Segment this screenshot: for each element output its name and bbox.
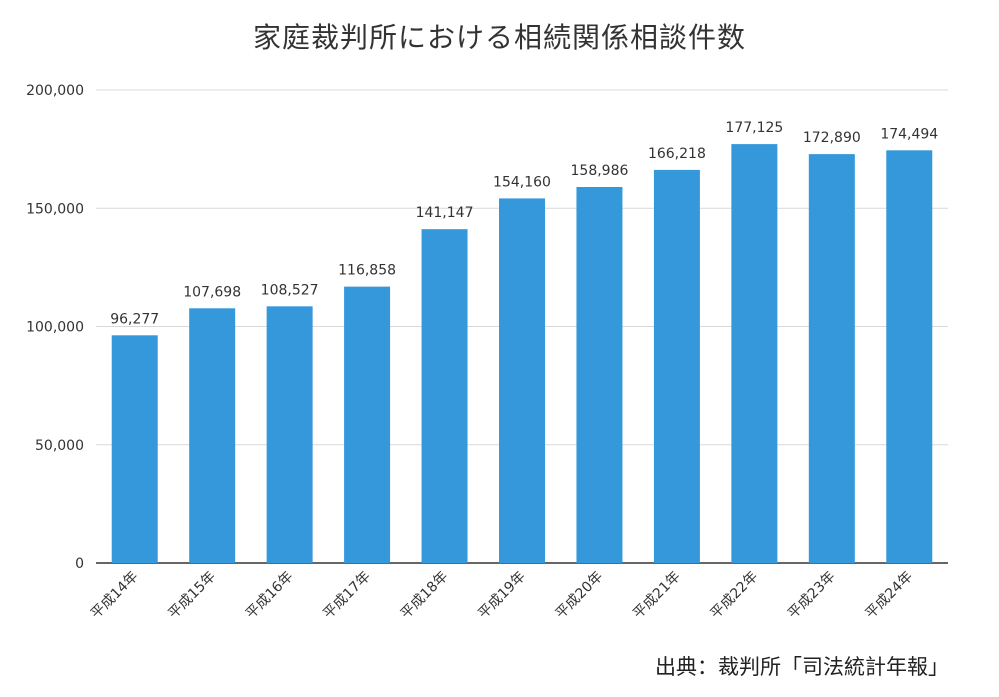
- data-label: 116,858: [338, 263, 396, 279]
- x-tick-label: 平成22年: [708, 569, 762, 623]
- bar: [576, 186, 623, 563]
- y-tick-label: 50,000: [35, 438, 84, 454]
- x-tick-label: 平成19年: [475, 569, 529, 623]
- x-tick-label: 平成15年: [165, 569, 219, 623]
- x-tick-label: 平成24年: [862, 569, 916, 623]
- x-tick-label: 平成23年: [785, 569, 839, 623]
- bar: [266, 306, 313, 563]
- x-tick-label: 平成17年: [320, 569, 374, 623]
- data-label: 174,494: [880, 126, 938, 142]
- x-tick-label: 平成16年: [243, 569, 297, 623]
- y-tick-label: 100,000: [26, 320, 84, 336]
- x-tick-label: 平成18年: [398, 569, 452, 623]
- bar: [344, 286, 391, 563]
- data-label: 166,218: [648, 146, 706, 162]
- data-label: 172,890: [803, 130, 861, 146]
- bars: [111, 144, 933, 564]
- y-tick-label: 0: [75, 556, 84, 572]
- data-label: 141,147: [416, 205, 474, 221]
- y-tick-label: 150,000: [26, 201, 84, 217]
- data-label: 108,527: [261, 282, 319, 298]
- data-label: 107,698: [183, 284, 241, 300]
- y-axis-ticks: 0 50,000 100,000 150,000 200,000: [26, 83, 84, 572]
- bar: [808, 154, 855, 563]
- bar: [499, 198, 545, 563]
- source-note: 出典：裁判所「司法統計年報」: [655, 655, 949, 679]
- x-tick-label: 平成14年: [88, 569, 142, 623]
- x-tick-label: 平成20年: [553, 569, 607, 623]
- bar: [653, 169, 700, 564]
- data-label: 177,125: [725, 120, 783, 136]
- y-tick-label: 200,000: [26, 83, 84, 99]
- bar: [886, 150, 933, 563]
- data-labels: 96,277 107,698 108,527 116,858 141,147 154,16…: [110, 120, 938, 327]
- data-label: 154,160: [493, 174, 551, 190]
- data-label: 158,986: [571, 163, 629, 179]
- bar: [189, 308, 236, 563]
- chart-title: 家庭裁判所における相続関係相談件数: [252, 21, 746, 54]
- bar: [111, 335, 158, 563]
- data-label: 96,277: [110, 311, 159, 327]
- bar: [421, 229, 468, 563]
- x-axis-ticks: 平成14年 平成15年 平成16年 平成17年 平成18年 平成19年 平成20年 平成21年…: [88, 569, 916, 623]
- bar: [731, 144, 778, 564]
- x-tick-label: 平成21年: [630, 569, 684, 623]
